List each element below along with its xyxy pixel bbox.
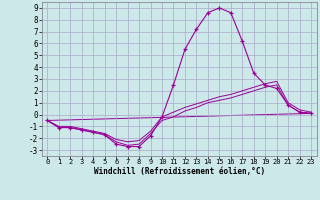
- X-axis label: Windchill (Refroidissement éolien,°C): Windchill (Refroidissement éolien,°C): [94, 167, 265, 176]
